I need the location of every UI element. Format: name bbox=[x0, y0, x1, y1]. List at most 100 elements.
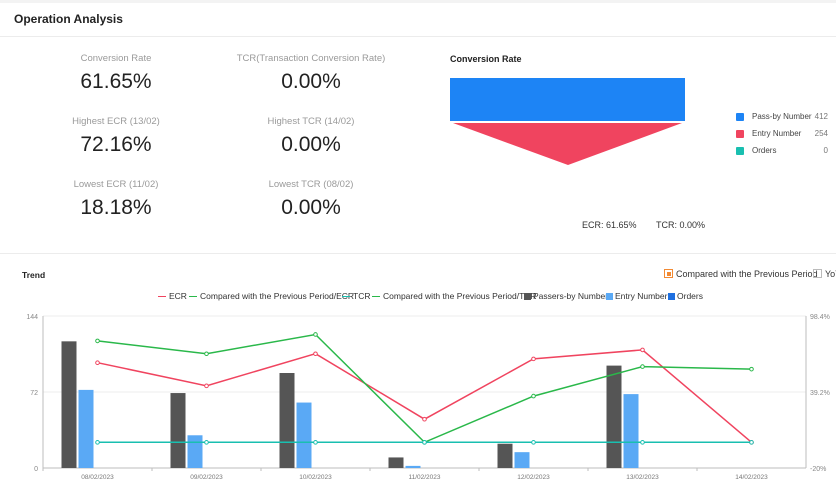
point-tcr bbox=[749, 440, 754, 445]
legend-compared-ecr[interactable]: Compared with the Previous Period/ECR bbox=[189, 291, 354, 301]
metric-tcr: TCR(Transaction Conversion Rate) 0.00% bbox=[231, 53, 391, 94]
tcr-ratio: TCR: 0.00% bbox=[656, 220, 706, 230]
x-tick-label: 08/02/2023 bbox=[81, 474, 114, 481]
metric-conversion-rate: Conversion Rate 61.65% bbox=[36, 53, 196, 94]
line-ecr bbox=[97, 349, 752, 443]
line-swatch bbox=[158, 296, 166, 298]
point-compared-with-the-previous-period-ecr bbox=[313, 332, 318, 337]
legend-orders[interactable]: Orders bbox=[668, 291, 703, 301]
divider bbox=[0, 253, 836, 254]
metric-value: 61.65% bbox=[80, 70, 152, 93]
trend-title: Trend bbox=[22, 270, 46, 280]
bar-swatch bbox=[668, 293, 675, 300]
metric-label: Lowest TCR (08/02) bbox=[268, 179, 354, 190]
checkbox-checked-icon[interactable] bbox=[664, 269, 673, 278]
x-tick-label: 14/02/2023 bbox=[735, 474, 768, 481]
x-tick-label: 09/02/2023 bbox=[190, 474, 223, 481]
legend-swatch bbox=[736, 113, 744, 121]
legend-label: Entry Number bbox=[615, 291, 668, 301]
legend-tcr[interactable]: TCR bbox=[342, 291, 370, 301]
legend-item-orders[interactable]: Orders 0 bbox=[736, 146, 836, 158]
y-left-tick-label: 144 bbox=[26, 314, 38, 321]
bar-swatch bbox=[524, 293, 531, 300]
point-compared-with-the-previous-period-ecr bbox=[531, 393, 536, 399]
metric-value: 72.16% bbox=[80, 133, 152, 156]
divider bbox=[0, 36, 836, 37]
y-left-tick-label: 0 bbox=[34, 466, 38, 473]
page-title: Operation Analysis bbox=[14, 12, 123, 26]
checkbox-icon[interactable] bbox=[813, 269, 822, 278]
line-swatch bbox=[189, 296, 197, 298]
funnel-title: Conversion Rate bbox=[450, 54, 522, 64]
metric-label: Highest TCR (14/02) bbox=[267, 116, 355, 127]
funnel-pass-by-segment[interactable] bbox=[450, 78, 685, 121]
metric-label: Highest ECR (13/02) bbox=[72, 116, 160, 127]
top-border bbox=[0, 0, 836, 3]
point-ecr bbox=[313, 351, 318, 357]
legend-value: 254 bbox=[814, 129, 828, 138]
bar-passers-by-number bbox=[61, 341, 77, 468]
funnel-entry-segment[interactable] bbox=[453, 123, 682, 165]
period-option-label: YoY bbox=[825, 269, 836, 279]
bar-passers-by-number bbox=[388, 457, 404, 468]
period-option-previous[interactable]: Compared with the Previous Period bbox=[664, 269, 818, 279]
point-ecr bbox=[640, 347, 645, 353]
trend-chart: 144 72 0 98.4% 39.2% -20% 08/02/2023 09/02/2023… bbox=[26, 314, 830, 481]
y-right-tick-label: -20% bbox=[810, 466, 826, 473]
legend-name: Entry Number bbox=[752, 129, 802, 138]
point-tcr bbox=[640, 440, 645, 445]
conversion-funnel bbox=[450, 78, 685, 165]
bar-swatch bbox=[606, 293, 613, 300]
funnel-legend: Pass-by Number 412 Entry Number 254 Orde… bbox=[736, 112, 836, 163]
point-compared-with-the-previous-period-ecr bbox=[640, 364, 645, 369]
legend-item-entry[interactable]: Entry Number 254 bbox=[736, 129, 836, 141]
bar-passers-by-number bbox=[606, 365, 622, 468]
line-swatch bbox=[372, 296, 380, 298]
bar-passers-by-number bbox=[497, 443, 513, 468]
y-left-tick-label: 72 bbox=[30, 390, 38, 397]
line-compared-with-the-previous-period-ecr bbox=[97, 333, 752, 444]
metric-value: 0.00% bbox=[281, 133, 341, 156]
metric-lowest-tcr: Lowest TCR (08/02) 0.00% bbox=[231, 179, 391, 220]
legend-label: Compared with the Previous Period/ECR bbox=[200, 291, 355, 301]
period-option-yoy[interactable]: YoY bbox=[813, 269, 836, 279]
legend-compared-tcr[interactable]: Compared with the Previous Period/TCR bbox=[372, 291, 537, 301]
metric-label: TCR(Transaction Conversion Rate) bbox=[236, 53, 386, 64]
legend-label: Orders bbox=[677, 291, 703, 301]
metric-value: 0.00% bbox=[281, 196, 341, 219]
legend-label: ECR bbox=[169, 291, 187, 301]
bar-entry-number bbox=[405, 465, 421, 468]
point-ecr bbox=[422, 416, 427, 422]
point-tcr bbox=[204, 440, 209, 445]
bar-entry-number bbox=[296, 402, 312, 468]
bar-passers-by-number bbox=[170, 393, 186, 468]
point-tcr bbox=[531, 440, 536, 445]
y-right-tick-label: 98.4% bbox=[810, 314, 830, 321]
point-tcr bbox=[422, 440, 427, 445]
metric-value: 0.00% bbox=[281, 70, 341, 93]
x-tick-label: 13/02/2023 bbox=[626, 474, 659, 481]
bar-passers-by-number bbox=[279, 373, 295, 468]
legend-name: Orders bbox=[752, 146, 777, 155]
legend-swatch bbox=[736, 147, 744, 155]
x-tick-label: 12/02/2023 bbox=[517, 474, 550, 481]
ecr-ratio: ECR: 61.65% bbox=[582, 220, 637, 230]
legend-passers-by[interactable]: Passers-by Number bbox=[524, 291, 608, 301]
metric-value: 18.18% bbox=[80, 196, 152, 219]
bar-entry-number bbox=[187, 435, 203, 468]
period-option-label: Compared with the Previous Period bbox=[676, 269, 818, 279]
bar-entry-number bbox=[623, 394, 639, 468]
point-compared-with-the-previous-period-ecr bbox=[95, 338, 100, 344]
legend-swatch bbox=[736, 130, 744, 138]
metric-label: Lowest ECR (11/02) bbox=[73, 179, 159, 190]
x-tick-label: 11/02/2023 bbox=[408, 474, 440, 481]
bar-entry-number bbox=[514, 452, 530, 468]
metric-highest-ecr: Highest ECR (13/02) 72.16% bbox=[36, 116, 196, 157]
legend-ecr[interactable]: ECR bbox=[158, 291, 187, 301]
line-swatch bbox=[342, 296, 350, 298]
bar-entry-number bbox=[78, 389, 94, 468]
legend-item-pass-by[interactable]: Pass-by Number 412 bbox=[736, 112, 836, 124]
legend-value: 0 bbox=[823, 146, 828, 155]
legend-entry-number[interactable]: Entry Number bbox=[606, 291, 667, 301]
point-compared-with-the-previous-period-ecr bbox=[749, 366, 754, 372]
